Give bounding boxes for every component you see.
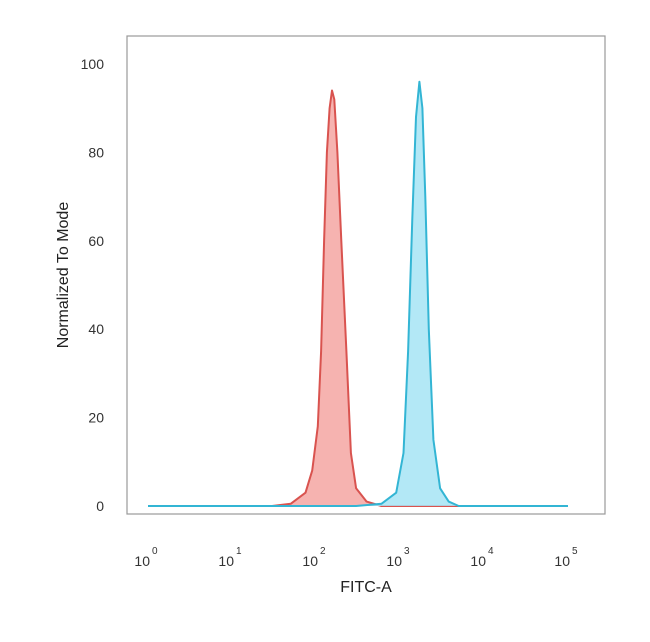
x-tick-exponent: 1 bbox=[236, 546, 242, 557]
plot-area bbox=[148, 80, 568, 507]
y-tick-label: 20 bbox=[88, 410, 104, 426]
x-tick-label: 10 bbox=[134, 553, 150, 569]
series-1-area bbox=[148, 90, 568, 506]
series-1-line bbox=[148, 89, 568, 507]
y-axis-ticks: 0 20 40 60 80 100 bbox=[81, 56, 105, 514]
x-tick-label: 10 bbox=[554, 553, 570, 569]
x-tick-label: 10 bbox=[218, 553, 234, 569]
x-tick-exponent: 0 bbox=[152, 546, 158, 557]
x-tick-exponent: 3 bbox=[404, 546, 410, 557]
x-tick-label: 10 bbox=[470, 553, 486, 569]
x-tick-label: 10 bbox=[302, 553, 318, 569]
y-tick-label: 100 bbox=[81, 56, 105, 72]
y-tick-label: 60 bbox=[88, 233, 104, 249]
x-tick-label: 10 bbox=[386, 553, 402, 569]
x-axis-title: FITC-A bbox=[340, 579, 392, 596]
x-tick-exponent: 2 bbox=[320, 546, 326, 557]
x-tick-exponent: 4 bbox=[488, 546, 494, 557]
series-2-area bbox=[148, 81, 568, 506]
y-axis-title: Normalized To Mode bbox=[55, 202, 72, 349]
y-tick-label: 0 bbox=[96, 498, 104, 514]
series-2-line bbox=[148, 80, 568, 507]
x-tick-exponent: 5 bbox=[572, 546, 578, 557]
y-tick-label: 40 bbox=[88, 321, 104, 337]
plot-frame bbox=[126, 35, 606, 515]
y-tick-label: 80 bbox=[88, 144, 104, 160]
